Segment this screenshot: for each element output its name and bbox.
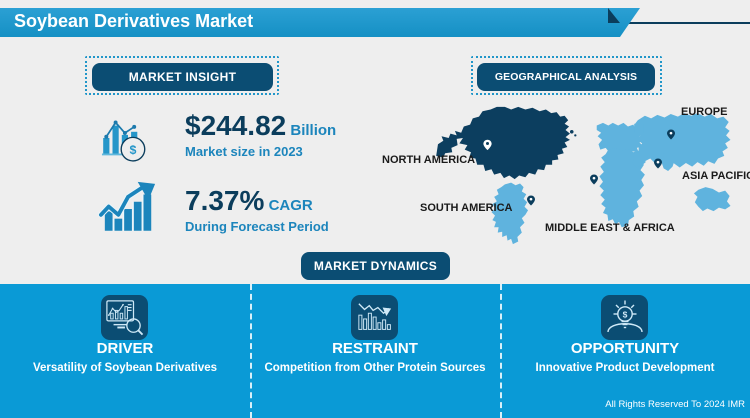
svg-text:$: $ — [130, 143, 137, 157]
svg-text:$: $ — [623, 310, 628, 320]
